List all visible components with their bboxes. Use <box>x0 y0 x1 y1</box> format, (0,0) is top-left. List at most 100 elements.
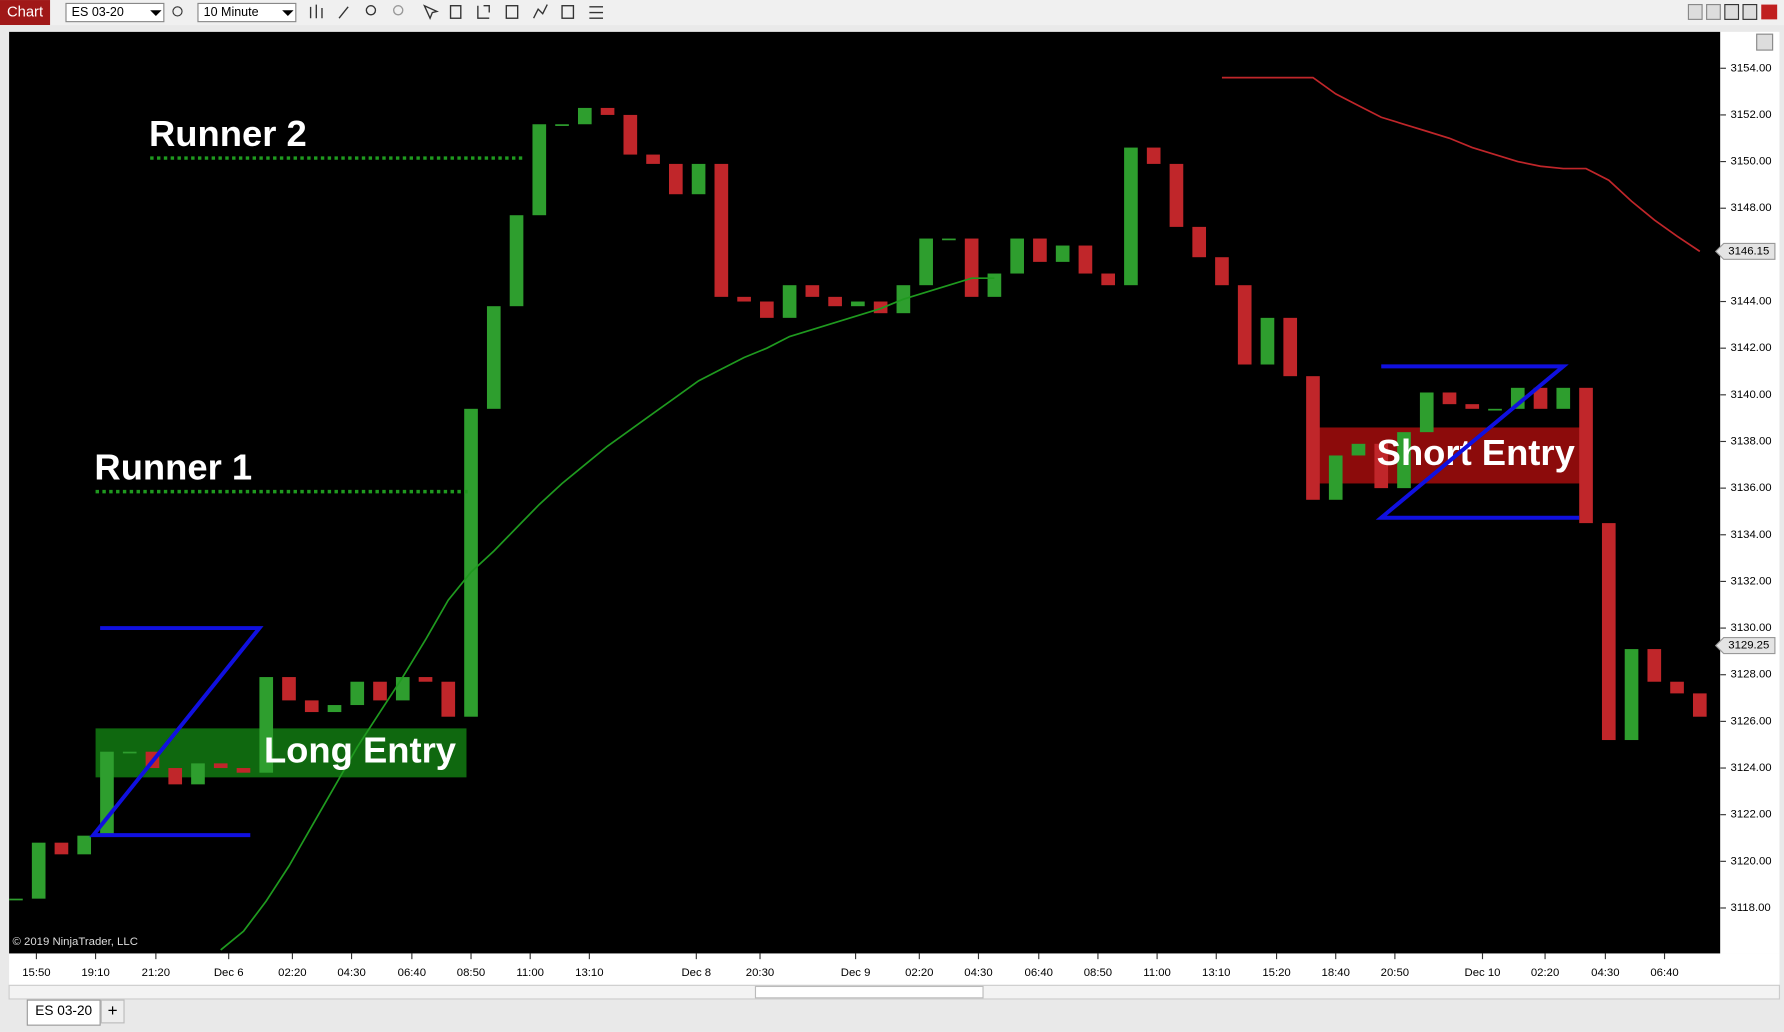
runner-label: Runner 2 <box>149 113 307 154</box>
search-icon[interactable] <box>172 6 183 17</box>
candle <box>646 154 660 164</box>
y-tick-label: 3142.00 <box>1731 342 1772 354</box>
y-tick-label: 3148.00 <box>1731 202 1772 214</box>
candle <box>1465 404 1480 409</box>
candle <box>122 751 137 754</box>
interval-select[interactable] <box>197 2 297 23</box>
y-tick-label: 3134.00 <box>1731 529 1772 541</box>
x-tick-label: 11:00 <box>516 967 544 979</box>
axis-button[interactable] <box>1756 33 1774 51</box>
y-tick-label: 3138.00 <box>1731 435 1772 447</box>
candle <box>395 677 410 701</box>
candle <box>259 677 274 773</box>
minimize-button[interactable] <box>1724 4 1740 20</box>
plot-area <box>9 31 1721 954</box>
price-axis <box>1720 31 1780 954</box>
candle <box>1351 443 1366 456</box>
candle <box>964 238 979 297</box>
scroll-thumb[interactable] <box>754 985 984 999</box>
candle <box>1624 649 1639 741</box>
candle <box>1692 693 1707 717</box>
interval-label: 10 Minute <box>204 5 259 19</box>
candle <box>919 238 933 286</box>
x-tick-label: 20:30 <box>746 967 774 979</box>
x-tick-label: 20:50 <box>1381 967 1409 979</box>
x-tick-label: 06:40 <box>1025 967 1053 979</box>
y-tick-label: 3154.00 <box>1731 62 1772 74</box>
z-pattern <box>89 364 1580 838</box>
candle <box>1124 147 1138 286</box>
candle <box>1556 387 1571 409</box>
dropdown-arrow <box>282 10 294 16</box>
y-tick-label: 3132.00 <box>1731 575 1772 587</box>
x-tick-label: 21:20 <box>142 967 170 979</box>
title-badge <box>0 0 51 26</box>
watermark: © 2019 NinjaTrader, LLC <box>13 936 138 948</box>
candle <box>441 681 456 717</box>
candle <box>1397 432 1411 489</box>
candle <box>350 681 365 706</box>
tab-label: ES 03-20 <box>35 1003 92 1018</box>
candle <box>1237 285 1252 365</box>
candle <box>1442 392 1457 405</box>
window-button[interactable] <box>1687 4 1703 20</box>
candle <box>1374 443 1389 489</box>
x-tick-label: 08:50 <box>1084 967 1112 979</box>
x-tick-label: 15:20 <box>1262 967 1290 979</box>
window-title: Chart <box>7 4 43 20</box>
y-tick-label: 3124.00 <box>1731 762 1772 774</box>
instrument-select[interactable] <box>65 2 165 23</box>
y-tick-label: 3152.00 <box>1731 109 1772 121</box>
candle <box>1146 147 1161 164</box>
x-tick-label: 19:10 <box>81 967 109 979</box>
toolbar-icons[interactable] <box>309 4 604 20</box>
x-tick-label: 08:50 <box>457 967 485 979</box>
x-tick-label: 15:50 <box>22 967 50 979</box>
candle <box>669 163 683 195</box>
add-tab[interactable] <box>100 999 125 1024</box>
candle <box>987 273 1002 297</box>
price-marker <box>1714 242 1776 260</box>
x-tick-label: Dec 9 <box>841 967 871 979</box>
y-tick-label: 3150.00 <box>1731 156 1772 168</box>
candle <box>1283 317 1298 377</box>
x-tick-label: 04:30 <box>337 967 365 979</box>
price-marker <box>1714 637 1776 655</box>
y-tick-label: 3130.00 <box>1731 622 1772 634</box>
window-button[interactable] <box>1706 4 1721 20</box>
x-tick-label: 06:40 <box>1650 967 1678 979</box>
candle <box>1169 163 1184 227</box>
candle <box>1533 387 1548 409</box>
x-tick-label: 02:20 <box>1531 967 1559 979</box>
tab[interactable] <box>26 999 101 1026</box>
x-tick-label: 04:30 <box>1591 967 1619 979</box>
x-tick-label: 04:30 <box>964 967 992 979</box>
candle <box>828 296 842 307</box>
candle <box>737 296 751 302</box>
x-tick-label: 13:10 <box>575 967 603 979</box>
entry-label: Long Entry <box>264 729 457 770</box>
maximize-button[interactable] <box>1742 4 1758 20</box>
candle <box>191 763 205 785</box>
candle <box>282 677 296 701</box>
candle <box>1101 273 1115 286</box>
runner-label: Runner 1 <box>94 447 252 488</box>
candle <box>600 107 615 115</box>
y-tick-label: 3126.00 <box>1731 715 1772 727</box>
candle <box>1670 681 1684 694</box>
add-tab-label: + <box>108 1001 118 1020</box>
x-tick-label: 11:00 <box>1143 967 1171 979</box>
candle <box>464 408 478 717</box>
candle <box>1647 649 1662 682</box>
y-tick-label: 3128.00 <box>1731 669 1772 681</box>
candle <box>1419 392 1434 433</box>
candle <box>1010 238 1024 274</box>
close-button[interactable] <box>1761 4 1778 20</box>
candle <box>942 238 956 241</box>
candle <box>1215 257 1229 286</box>
x-tick-label: Dec 6 <box>214 967 244 979</box>
y-tick-label: 3118.00 <box>1731 902 1771 914</box>
candle <box>9 898 23 901</box>
candle <box>327 705 342 713</box>
